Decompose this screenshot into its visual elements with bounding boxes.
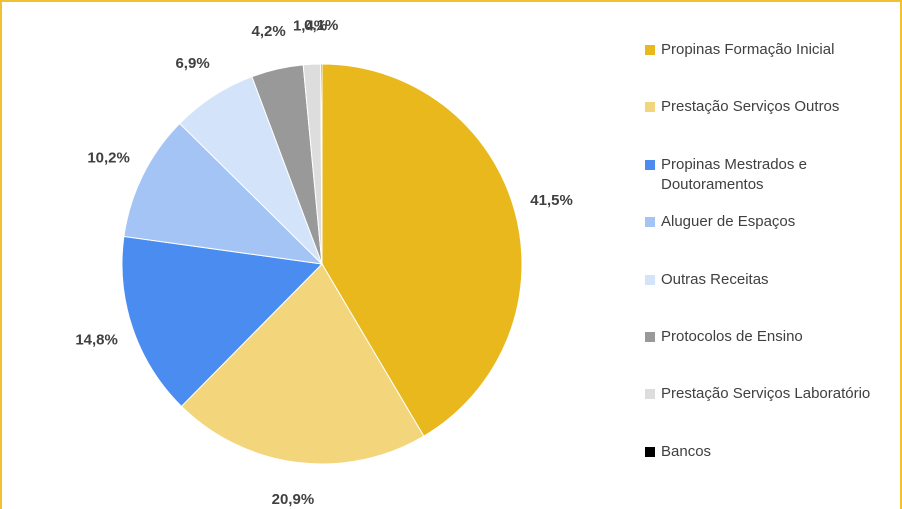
legend-swatch bbox=[645, 102, 655, 113]
legend-swatch bbox=[645, 159, 655, 170]
legend-item: Prestação Serviços Outros bbox=[645, 98, 896, 117]
legend-label: Protocolos de Ensino bbox=[661, 328, 803, 345]
legend-swatch bbox=[645, 446, 655, 457]
legend-label: Propinas Formação Inicial bbox=[661, 41, 835, 58]
pie-slice bbox=[321, 63, 523, 437]
legend-label: Prestação Serviços Laboratório bbox=[661, 385, 871, 403]
legend-item: Propinas Mestrados e Doutoramentos bbox=[645, 156, 896, 195]
legend-item: Prestação Serviços Laboratório bbox=[645, 385, 896, 404]
legend-label: Prestação Serviços Outros bbox=[661, 98, 840, 116]
legend-item: Propinas Formação Inicial bbox=[645, 41, 896, 60]
data-label: 4,2% bbox=[252, 23, 286, 40]
data-label: 14,8% bbox=[75, 331, 118, 348]
pie-slice bbox=[180, 263, 425, 465]
legend-label: Aluguer de Espaços bbox=[661, 213, 796, 231]
data-label: 1,4% bbox=[293, 17, 327, 34]
legend-label: Outras Receitas bbox=[661, 270, 769, 288]
legend-item: Bancos bbox=[645, 443, 896, 462]
legend-swatch bbox=[645, 45, 655, 55]
pie-slice bbox=[123, 122, 324, 265]
legend-swatch bbox=[645, 217, 655, 228]
pie-slice bbox=[320, 63, 323, 265]
data-label: 41,5% bbox=[530, 192, 573, 209]
legend-item: Aluguer de Espaços bbox=[645, 213, 896, 232]
legend-item: Protocolos de Ensino bbox=[645, 328, 896, 347]
legend-label: Propinas Mestrados e Doutoramentos bbox=[661, 155, 807, 193]
data-label: 20,9% bbox=[272, 491, 315, 508]
legend-swatch bbox=[645, 389, 655, 400]
legend-swatch bbox=[645, 332, 655, 342]
legend-item: Outras Receitas bbox=[645, 271, 896, 290]
legend-swatch bbox=[645, 274, 655, 285]
pie-slice bbox=[121, 235, 324, 408]
data-label: 0,1% bbox=[304, 17, 338, 34]
data-label: 6,9% bbox=[175, 55, 209, 72]
legend-label: Bancos bbox=[661, 442, 712, 460]
data-label: 10,2% bbox=[87, 150, 130, 167]
